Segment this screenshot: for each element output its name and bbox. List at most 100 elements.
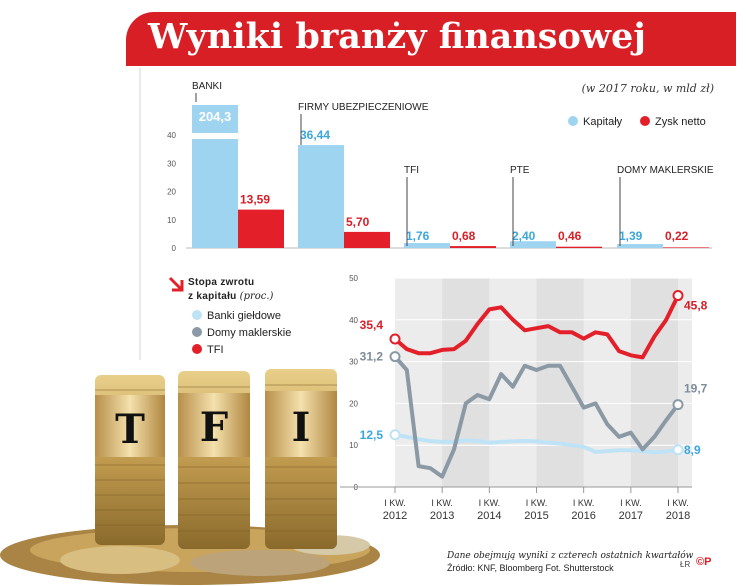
bar-category-label: DOMY MAKLERSKIE — [617, 165, 714, 176]
arrow-icon — [168, 276, 184, 292]
bar-zysk — [556, 246, 602, 248]
xtick-label-quarter: I KW. — [526, 498, 548, 508]
line-ytick-label: 40 — [349, 316, 358, 325]
line-ytick-label: 50 — [349, 274, 358, 283]
legend-swatch-banki — [192, 310, 202, 320]
xtick-label-year: 2014 — [477, 510, 501, 522]
chart-subtitle: (w 2017 roku, w mld zł) — [581, 82, 714, 95]
bar-kapitaly — [192, 105, 238, 248]
line-ytick-label: 30 — [349, 358, 358, 367]
xtick-label: I KW. 2018 — [666, 498, 690, 522]
roe-title-unit: (proc.) — [239, 291, 274, 302]
xtick-label-quarter: I KW. — [573, 498, 595, 508]
xtick-label: I KW. 2014 — [477, 498, 501, 522]
bar-value-label: 13,59 — [240, 193, 270, 207]
series-banki-line — [393, 432, 680, 455]
series-tfi-line — [393, 293, 680, 360]
bar-category-label: TFI — [404, 165, 419, 176]
series-end-marker — [672, 290, 684, 302]
bar-ytick-label: 0 — [172, 244, 177, 253]
bar-category-label: BANKI — [192, 81, 222, 92]
legend-swatch-tfi — [192, 344, 202, 354]
page-title: Wyniki branży finansowej — [148, 16, 646, 57]
legend-item-domy: Domy maklerskie — [192, 327, 291, 339]
series-start-label: 12,5 — [360, 428, 384, 442]
roe-title-line2: z kapitału (proc.) — [188, 290, 273, 304]
title-banner — [126, 12, 736, 66]
legend-swatch-zysk — [640, 116, 650, 126]
bar-value-label: 36,44 — [300, 128, 330, 142]
xtick-label-year: 2012 — [383, 510, 407, 522]
xtick-label-year: 2018 — [666, 510, 690, 522]
footer-note: Dane obejmują wyniki z czterech ostatnic… — [447, 551, 694, 561]
xtick-label-year: 2017 — [619, 510, 643, 522]
bar-ytick-label: 30 — [167, 159, 176, 168]
xtick-label: I KW. 2012 — [383, 498, 407, 522]
bar-ytick-label: 40 — [167, 131, 176, 140]
legend-label-zysk: Zysk netto — [655, 116, 706, 128]
bar-kapitaly — [617, 244, 663, 248]
xtick-label-year: 2015 — [524, 510, 548, 522]
legend-item-zysk: Zysk netto — [640, 116, 706, 128]
bar-value-label: 204,3 — [199, 109, 232, 124]
legend-swatch-kapitaly — [568, 116, 578, 126]
bar-value-label: 0,68 — [452, 229, 476, 243]
roe-title-line1: Stopa zwrotu — [188, 277, 255, 288]
line-ytick-label: 10 — [349, 441, 358, 450]
coins-photo: T F I — [0, 369, 380, 585]
bar-zysk — [344, 231, 390, 248]
bar-kapitaly — [298, 145, 344, 248]
bar-category-label: PTE — [510, 165, 530, 176]
xtick-label: I KW. 2013 — [430, 498, 454, 522]
bar-value-label: 0,46 — [558, 229, 582, 243]
xtick-label: I KW. 2016 — [571, 498, 595, 522]
roe-title-text: z kapitału — [188, 291, 237, 302]
xtick-label-quarter: I KW. — [431, 498, 453, 508]
publisher-logo: ©P — [696, 556, 712, 568]
legend-item-banki: Banki giełdowe — [192, 310, 281, 322]
xtick-label-quarter: I KW. — [620, 498, 642, 508]
plot-band — [442, 278, 490, 487]
series-end-label: 45,8 — [684, 299, 708, 313]
xtick-label: I KW. 2015 — [524, 498, 548, 522]
series-end-marker — [672, 444, 684, 456]
series-start-marker — [389, 429, 401, 441]
series-start-marker — [389, 333, 401, 345]
series-end-marker — [672, 399, 684, 411]
bar-value-label: 1,39 — [619, 229, 643, 243]
coin-label-i: I — [292, 404, 311, 451]
bar-zysk — [238, 209, 284, 248]
xtick-label-year: 2016 — [571, 510, 595, 522]
series-end-label: 8,9 — [684, 443, 701, 457]
series-domy-line — [393, 354, 680, 479]
xtick-label-quarter: I KW. — [384, 498, 406, 508]
bar-value-label: 5,70 — [346, 215, 370, 229]
legend-item-kapitaly: Kapitały — [568, 116, 622, 128]
xtick-label-quarter: I KW. — [479, 498, 501, 508]
bar-axis-break — [190, 133, 240, 139]
bar-category-label: FIRMY UBEZPIECZENIOWE — [298, 102, 429, 113]
bar-kapitaly — [510, 241, 556, 248]
legend-swatch-domy — [192, 327, 202, 337]
bar-kapitaly — [404, 243, 450, 248]
series-start-label: 31,2 — [360, 350, 384, 364]
bar-value-label: 0,22 — [665, 229, 689, 243]
bar-ytick-label: 20 — [167, 188, 176, 197]
legend-label-domy: Domy maklerskie — [207, 327, 292, 339]
line-ytick-label: 20 — [349, 399, 358, 408]
series-start-label: 35,4 — [360, 318, 384, 332]
legend-label-tfi: TFI — [207, 344, 224, 356]
bar-zysk — [450, 246, 496, 248]
xtick-label: I KW. 2017 — [619, 498, 643, 522]
footer-notes: Dane obejmują wyniki z czterech ostatnic… — [447, 549, 693, 574]
legend-item-tfi: TFI — [192, 344, 224, 356]
bar-ytick-label: 10 — [167, 216, 176, 225]
plot-band — [536, 278, 584, 487]
legend-label-kapitaly: Kapitały — [583, 116, 623, 128]
coin-label-t: T — [115, 406, 145, 453]
legend-label-banki: Banki giełdowe — [207, 310, 281, 322]
coin-label-f: F — [200, 404, 228, 451]
